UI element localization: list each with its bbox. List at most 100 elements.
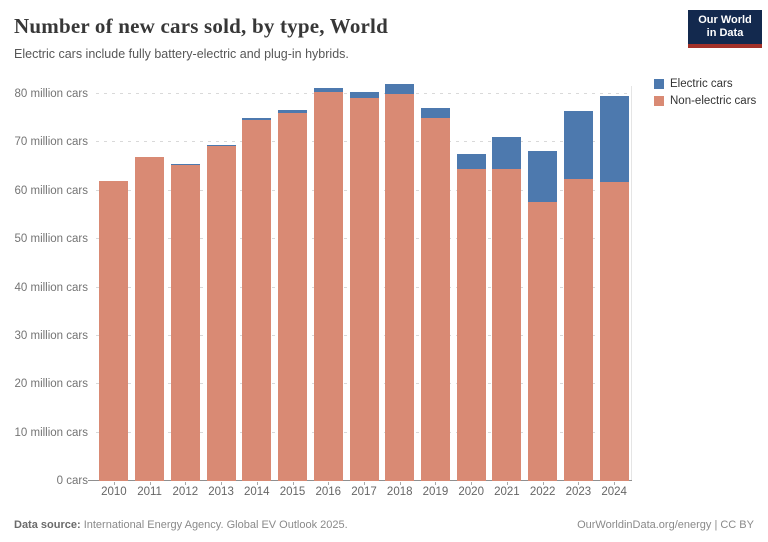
y-tick-label: 50 million cars xyxy=(14,233,89,246)
bar-segment-non-electric[interactable] xyxy=(349,97,379,481)
bar-segment-electric[interactable] xyxy=(170,164,200,165)
bar-segment-non-electric[interactable] xyxy=(385,94,415,481)
plot-right-border xyxy=(631,86,632,481)
bar-2011[interactable] xyxy=(135,157,165,481)
y-tick-label: 80 million cars xyxy=(14,88,89,100)
bar-2022[interactable] xyxy=(528,151,558,481)
bar-segment-electric[interactable] xyxy=(385,83,415,94)
x-tick-label-2017: 2017 xyxy=(351,486,377,498)
data-source-text: International Energy Agency. Global EV O… xyxy=(83,519,348,531)
legend-label: Non-electric cars xyxy=(670,94,757,107)
x-axis-tick xyxy=(149,482,151,485)
bar-segment-electric[interactable] xyxy=(206,145,236,147)
x-axis-tick xyxy=(185,482,187,485)
x-tick-label-2019: 2019 xyxy=(422,486,449,498)
owid-logo[interactable]: Our World in Data xyxy=(688,10,762,48)
bar-segment-non-electric[interactable] xyxy=(170,164,200,481)
x-tick-label-2012: 2012 xyxy=(172,486,199,498)
bar-2019[interactable] xyxy=(420,107,450,481)
bar-segment-non-electric[interactable] xyxy=(242,119,272,481)
x-tick-label-2016: 2016 xyxy=(315,486,342,498)
bar-segment-electric[interactable] xyxy=(456,154,486,169)
x-tick-label-2014: 2014 xyxy=(244,486,270,498)
y-tick-label: 40 million cars xyxy=(14,281,89,294)
bar-segment-non-electric[interactable] xyxy=(313,92,343,481)
x-tick-label-2018: 2018 xyxy=(386,486,413,498)
bar-2021[interactable] xyxy=(492,136,522,481)
x-axis-tick xyxy=(578,482,580,485)
bar-segment-non-electric[interactable] xyxy=(599,182,629,481)
bar-segment-electric[interactable] xyxy=(492,136,522,169)
bar-2023[interactable] xyxy=(563,111,593,481)
x-tick-label-2010: 2010 xyxy=(101,486,127,498)
bar-2020[interactable] xyxy=(456,154,486,481)
bar-2018[interactable] xyxy=(385,83,415,481)
x-axis-tick xyxy=(292,482,294,485)
bar-segment-electric[interactable] xyxy=(313,88,343,93)
x-axis-tick xyxy=(328,482,330,485)
x-axis-tick xyxy=(506,482,508,485)
x-tick-label-2020: 2020 xyxy=(458,486,484,498)
x-axis-tick xyxy=(435,482,437,485)
x-axis: 2010 2011 2012 2013 2014 2015 2016 2017 2018 2019… xyxy=(96,486,632,502)
owid-logo-line1: Our World xyxy=(698,13,752,26)
legend-swatch xyxy=(654,78,664,89)
bar-2017[interactable] xyxy=(349,92,379,481)
x-axis-tick xyxy=(614,482,616,485)
y-tick-label: 20 million cars xyxy=(14,378,89,391)
x-tick-label-2022: 2022 xyxy=(529,486,556,498)
chart-footer: Data source: International Energy Agency… xyxy=(14,519,754,531)
x-axis-tick xyxy=(113,482,115,485)
x-axis-tick xyxy=(256,482,258,485)
y-axis: 0 cars 10 million cars 20 million cars 30 m… xyxy=(0,88,89,487)
owid-logo-line2: in Data xyxy=(706,27,744,39)
legend-item-electric-cars[interactable]: Electric cars xyxy=(654,75,756,92)
x-tick-label-2024: 2024 xyxy=(601,486,627,498)
bar-2010[interactable] xyxy=(99,181,129,481)
bar-segment-electric[interactable] xyxy=(349,92,379,98)
bar-segment-non-electric[interactable] xyxy=(420,118,450,481)
x-tick-label-2023: 2023 xyxy=(565,486,592,498)
data-source: Data source: International Energy Agency… xyxy=(14,519,348,531)
chart-title: Number of new cars sold, by type, World xyxy=(14,14,388,38)
y-tick-label: 60 million cars xyxy=(14,184,89,197)
legend-item-non-electric-cars[interactable]: Non-electric cars xyxy=(654,92,756,109)
bar-segment-non-electric[interactable] xyxy=(99,181,129,481)
bar-2024[interactable] xyxy=(599,95,629,481)
bar-segment-non-electric[interactable] xyxy=(492,168,522,481)
x-axis-tick xyxy=(542,482,544,485)
bar-segment-electric[interactable] xyxy=(563,111,593,180)
bar-2016[interactable] xyxy=(313,88,343,481)
bar-2014[interactable] xyxy=(242,117,272,481)
y-tick-label: 30 million cars xyxy=(14,329,89,342)
bar-segment-non-electric[interactable] xyxy=(563,179,593,481)
y-tick-label: 10 million cars xyxy=(14,426,89,439)
chart-subtitle: Electric cars include fully battery-elec… xyxy=(14,47,349,61)
x-axis-tick xyxy=(471,482,473,485)
bar-segment-non-electric[interactable] xyxy=(278,112,308,481)
x-tick-label-2013: 2013 xyxy=(208,486,234,498)
x-axis-tick xyxy=(399,482,401,485)
y-tick-label: 0 cars xyxy=(56,475,88,487)
bar-segment-electric[interactable] xyxy=(599,95,629,183)
x-axis-tick xyxy=(364,482,365,485)
bar-segment-electric[interactable] xyxy=(420,107,450,119)
bar-2012[interactable] xyxy=(170,164,200,481)
bar-segment-electric[interactable] xyxy=(528,151,558,202)
bar-2015[interactable] xyxy=(278,110,308,481)
bar-segment-non-electric[interactable] xyxy=(206,146,236,481)
credit-link[interactable]: OurWorldinData.org/energy | CC BY xyxy=(577,519,754,531)
bar-segment-electric[interactable] xyxy=(242,117,272,120)
bar-segment-non-electric[interactable] xyxy=(135,157,165,481)
bar-segment-non-electric[interactable] xyxy=(456,168,486,481)
bar-segment-non-electric[interactable] xyxy=(528,201,558,481)
data-source-label: Data source: xyxy=(14,519,81,531)
y-tick-label: 70 million cars xyxy=(14,136,89,149)
bar-2013[interactable] xyxy=(206,145,236,481)
plot-area xyxy=(88,83,632,485)
legend-swatch xyxy=(654,95,664,106)
x-tick-label-2015: 2015 xyxy=(279,486,306,498)
x-tick-label-2021: 2021 xyxy=(494,486,520,498)
bar-segment-electric[interactable] xyxy=(278,110,308,113)
